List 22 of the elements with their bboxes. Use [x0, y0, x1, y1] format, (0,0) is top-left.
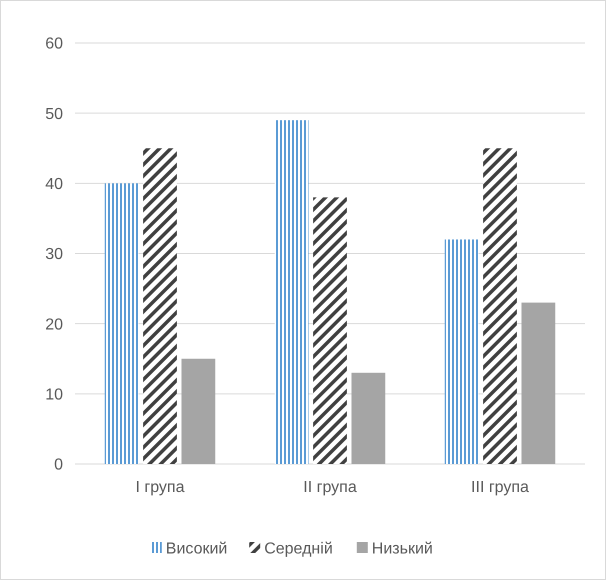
y-tick-label: 20: [45, 316, 64, 334]
x-tick-label: II група: [303, 479, 357, 496]
y-tick-label: 10: [45, 386, 64, 404]
bar: [521, 302, 556, 464]
legend-label: Високий: [166, 540, 228, 558]
bar: [143, 148, 177, 464]
y-tick-label: 30: [45, 246, 64, 264]
x-tick-label: I група: [135, 479, 185, 496]
bar: [351, 372, 386, 464]
legend-label: Низький: [372, 540, 433, 558]
bar: [181, 358, 216, 464]
bar: [104, 183, 139, 464]
x-tick-label: III група: [471, 479, 530, 496]
y-tick-label: 50: [45, 106, 64, 123]
bar: [444, 239, 479, 464]
bar: [483, 148, 517, 464]
legend-label: Середній: [264, 540, 333, 558]
bar: [313, 197, 347, 464]
y-tick-label: 40: [45, 176, 64, 193]
y-tick-label: 0: [54, 456, 64, 474]
bar: [274, 120, 309, 464]
y-tick-label: 60: [45, 36, 64, 53]
